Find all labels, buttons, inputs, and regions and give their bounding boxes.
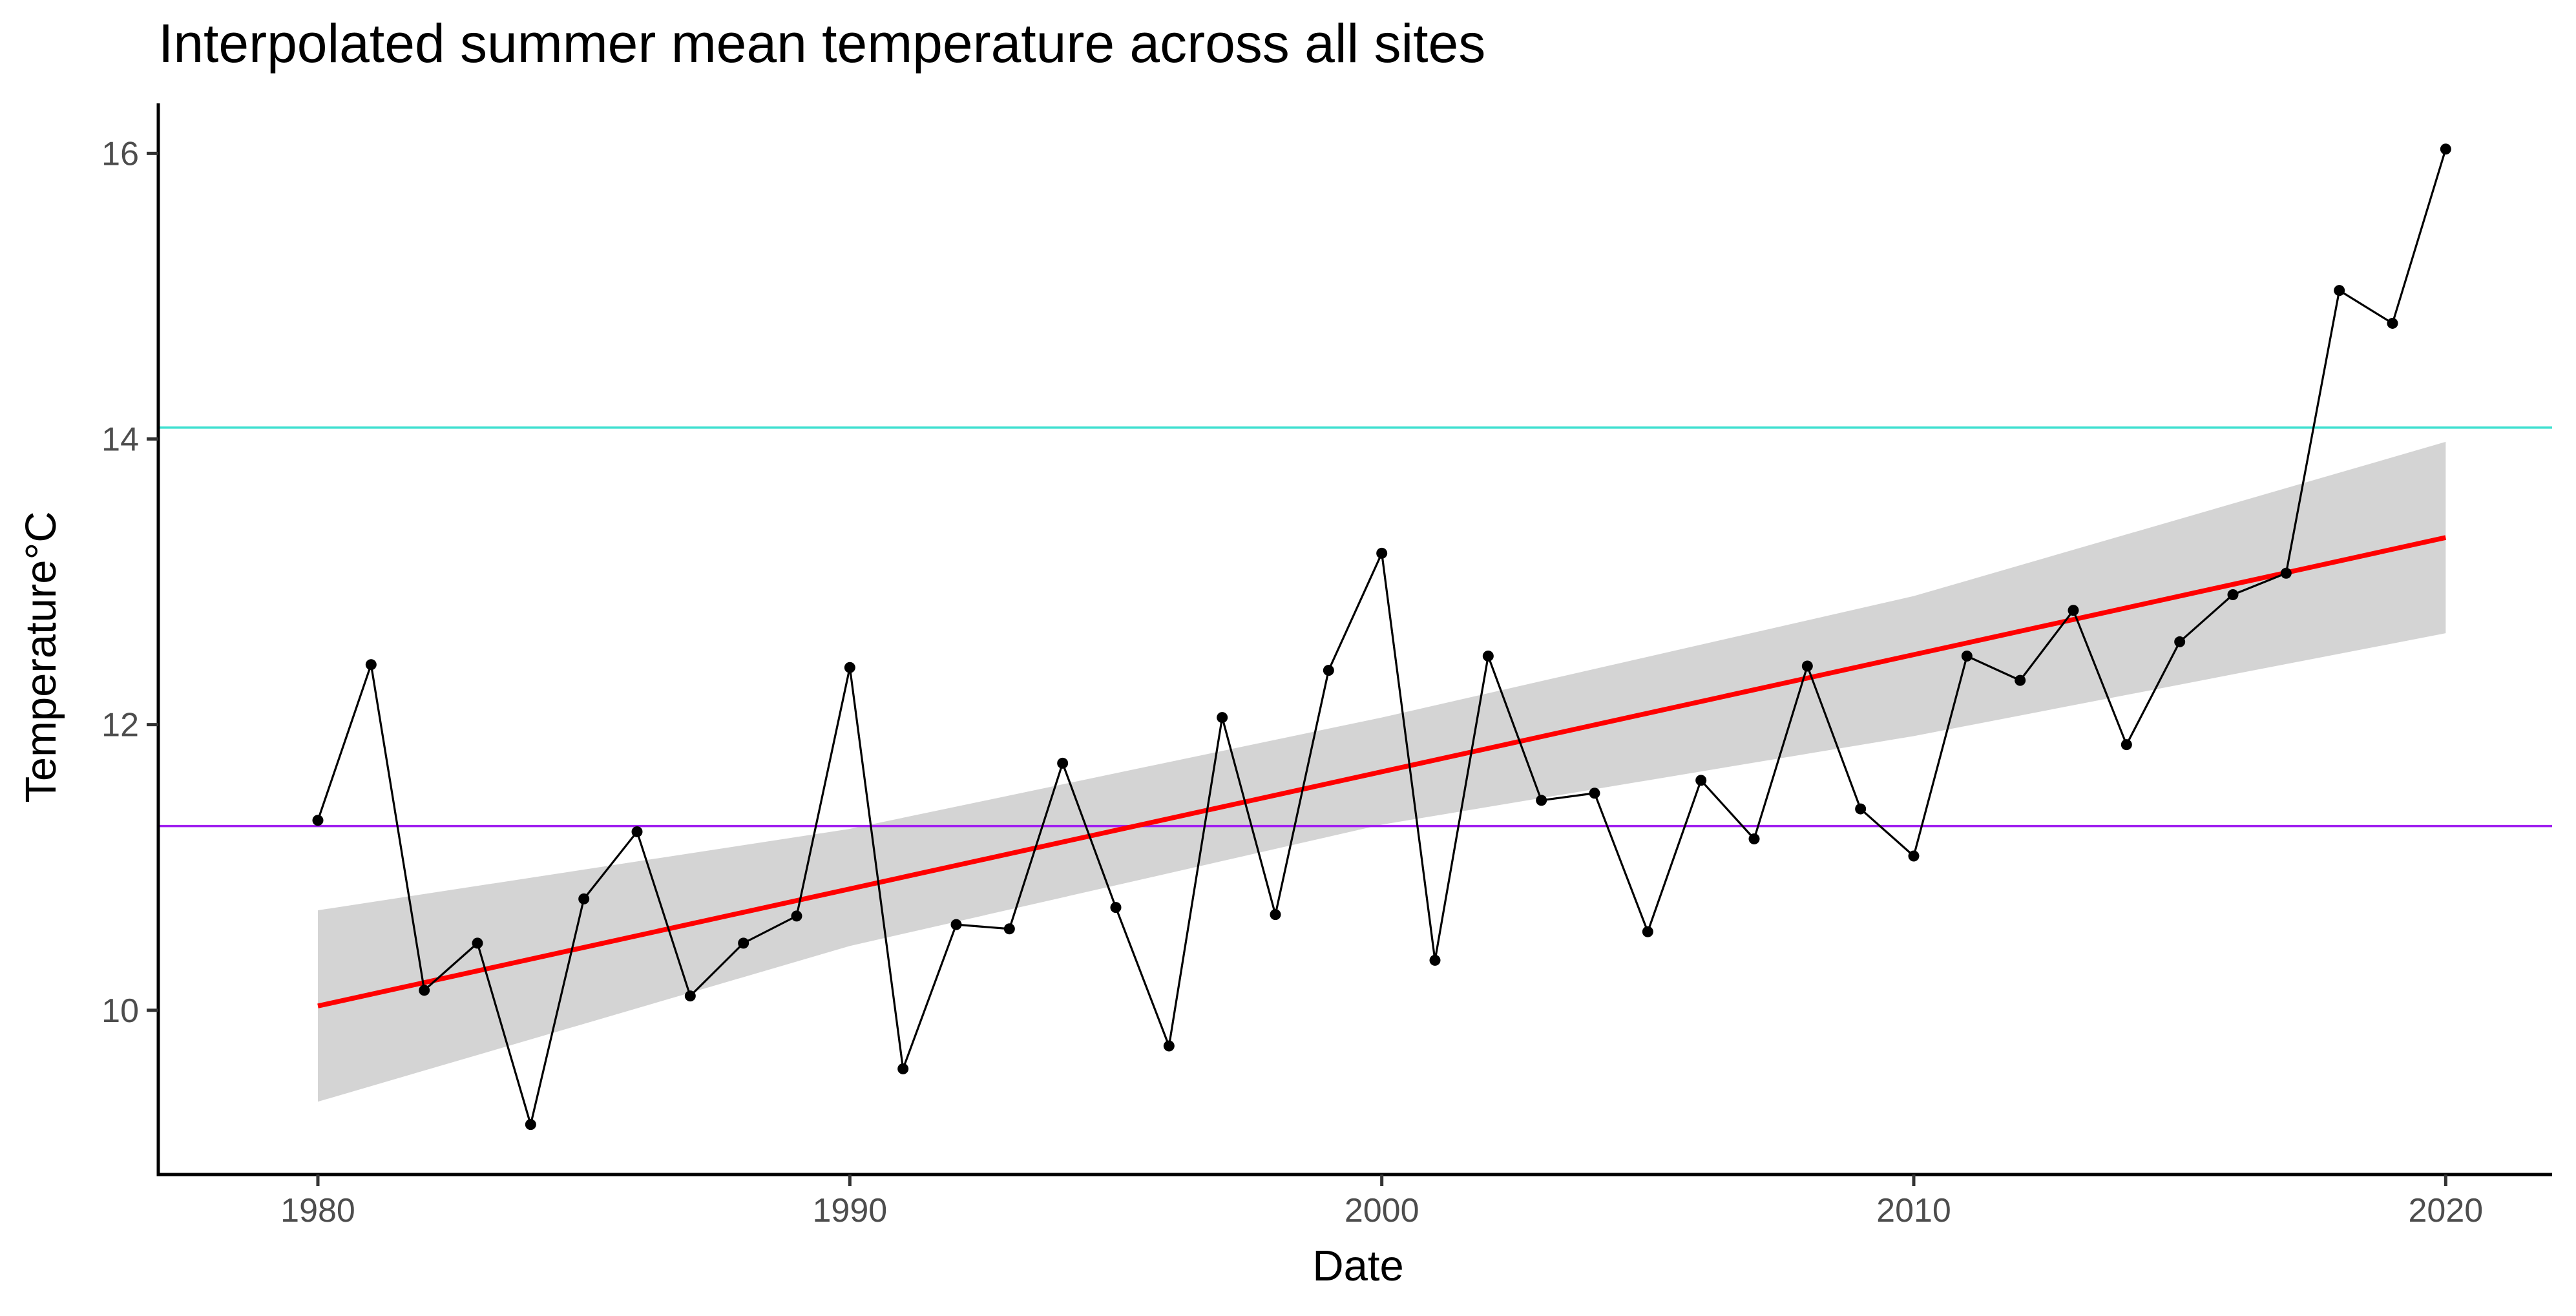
- data-point: [2440, 143, 2451, 155]
- data-point: [1323, 665, 1334, 676]
- x-axis-title: Date: [1312, 1242, 1404, 1290]
- data-point: [525, 1119, 536, 1131]
- data-point: [738, 937, 749, 949]
- data-point: [1801, 660, 1813, 672]
- data-point: [2334, 285, 2345, 297]
- data-point: [1908, 850, 1920, 862]
- data-point: [1642, 926, 1653, 937]
- x-tick-label: 2000: [1345, 1192, 1419, 1229]
- y-axis-title: Temperature°C: [17, 511, 65, 802]
- data-point: [2387, 317, 2398, 329]
- y-tick-label: 10: [101, 992, 139, 1030]
- trend-line: [317, 535, 2447, 1008]
- x-tick-label: 1980: [280, 1192, 355, 1229]
- data-point: [2174, 636, 2186, 647]
- data-point: [1695, 775, 1707, 786]
- data-point: [684, 990, 696, 1002]
- data-point: [631, 826, 643, 837]
- y-tick-label: 16: [101, 135, 139, 172]
- data-point: [2120, 739, 2132, 751]
- data-point: [312, 815, 324, 826]
- data-point: [791, 910, 802, 922]
- data-point: [578, 893, 590, 904]
- data-point: [472, 937, 483, 949]
- y-tick-label: 14: [101, 421, 139, 459]
- data-point: [1748, 833, 1760, 844]
- x-tick-label: 1990: [812, 1192, 887, 1229]
- plot-area: [158, 143, 2552, 1131]
- data-point: [1482, 651, 1494, 662]
- data-point: [1163, 1040, 1175, 1052]
- data-point: [1003, 923, 1015, 935]
- data-point: [1217, 712, 1228, 724]
- data-point: [365, 659, 377, 671]
- data-point: [1429, 954, 1441, 966]
- x-tick-label: 2010: [1876, 1192, 1951, 1229]
- chart-title: Interpolated summer mean temperature acr…: [158, 13, 1485, 74]
- data-point: [2227, 589, 2239, 600]
- data-point: [950, 919, 962, 930]
- axes: 1980 1990 2000 2010 2020 10 12 14 16: [101, 103, 2552, 1229]
- data-point: [2280, 567, 2292, 579]
- data-point: [1376, 547, 1388, 559]
- data-point: [1589, 788, 1600, 799]
- data-point: [1855, 803, 1867, 815]
- data-point: [2015, 674, 2026, 686]
- data-point: [2068, 605, 2079, 616]
- data-point: [1057, 757, 1069, 769]
- data-point: [1110, 902, 1122, 914]
- data-point: [419, 985, 430, 996]
- data-point: [1270, 909, 1281, 921]
- data-point: [1961, 651, 1973, 662]
- y-tick-label: 12: [101, 707, 139, 744]
- data-point: [1536, 795, 1547, 806]
- data-point: [897, 1063, 909, 1074]
- x-tick-label: 2020: [2408, 1192, 2483, 1229]
- data-point: [844, 662, 855, 673]
